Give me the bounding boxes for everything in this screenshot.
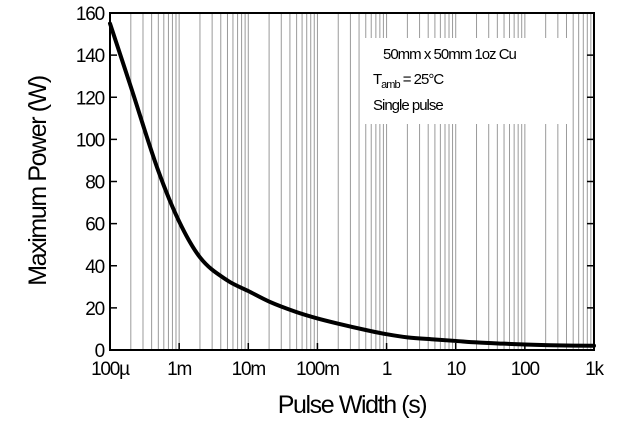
annotation-background [362, 38, 568, 124]
y-tick-label: 140 [76, 46, 105, 67]
series-line [108, 21, 596, 348]
annotation-box: 50mm x 50mm 1oz Cu Tamb = 25°C Single pu… [362, 38, 568, 124]
annotation-line-2-rest: = 25°C [400, 71, 445, 88]
x-tick-label: 100µ [91, 359, 130, 380]
y-tick-label: 160 [76, 4, 105, 25]
y-tick-label: 80 [85, 173, 104, 194]
x-tick-label: 1k [585, 359, 604, 380]
y-tick-label: 60 [85, 215, 104, 236]
y-tick-label: 100 [76, 130, 105, 151]
y-tick-label: 40 [85, 257, 104, 278]
annotation-line-2-main: T [373, 71, 382, 88]
annotation-line-1: 50mm x 50mm 1oz Cu [383, 46, 517, 63]
x-tick-labels: 100µ 1m 10m 100m 1 10 100 1k [91, 359, 606, 380]
x-tick-label: 1 [382, 359, 392, 380]
x-axis-title: Pulse Width (s) [278, 391, 427, 419]
x-tick-label: 100 [511, 359, 540, 380]
annotation-line-2-sub: amb [381, 79, 400, 91]
x-tick-label: 100m [296, 359, 339, 380]
y-tick-label: 0 [95, 341, 105, 362]
y-tick-label: 120 [76, 88, 105, 109]
x-tick-label: 1m [167, 359, 191, 380]
x-tick-label: 10 [446, 359, 465, 380]
axis-tick-marks [109, 12, 595, 351]
data-series [108, 21, 596, 348]
annotation-line-3: Single pulse [373, 97, 443, 114]
y-tick-label: 20 [85, 299, 104, 320]
y-axis-title: Maximum Power (W) [24, 76, 52, 286]
y-tick-labels: 0 20 40 60 80 100 120 140 160 [76, 4, 106, 362]
x-tick-label: 10m [232, 359, 266, 380]
annotation-line-2: Tamb = 25°C [373, 71, 444, 91]
